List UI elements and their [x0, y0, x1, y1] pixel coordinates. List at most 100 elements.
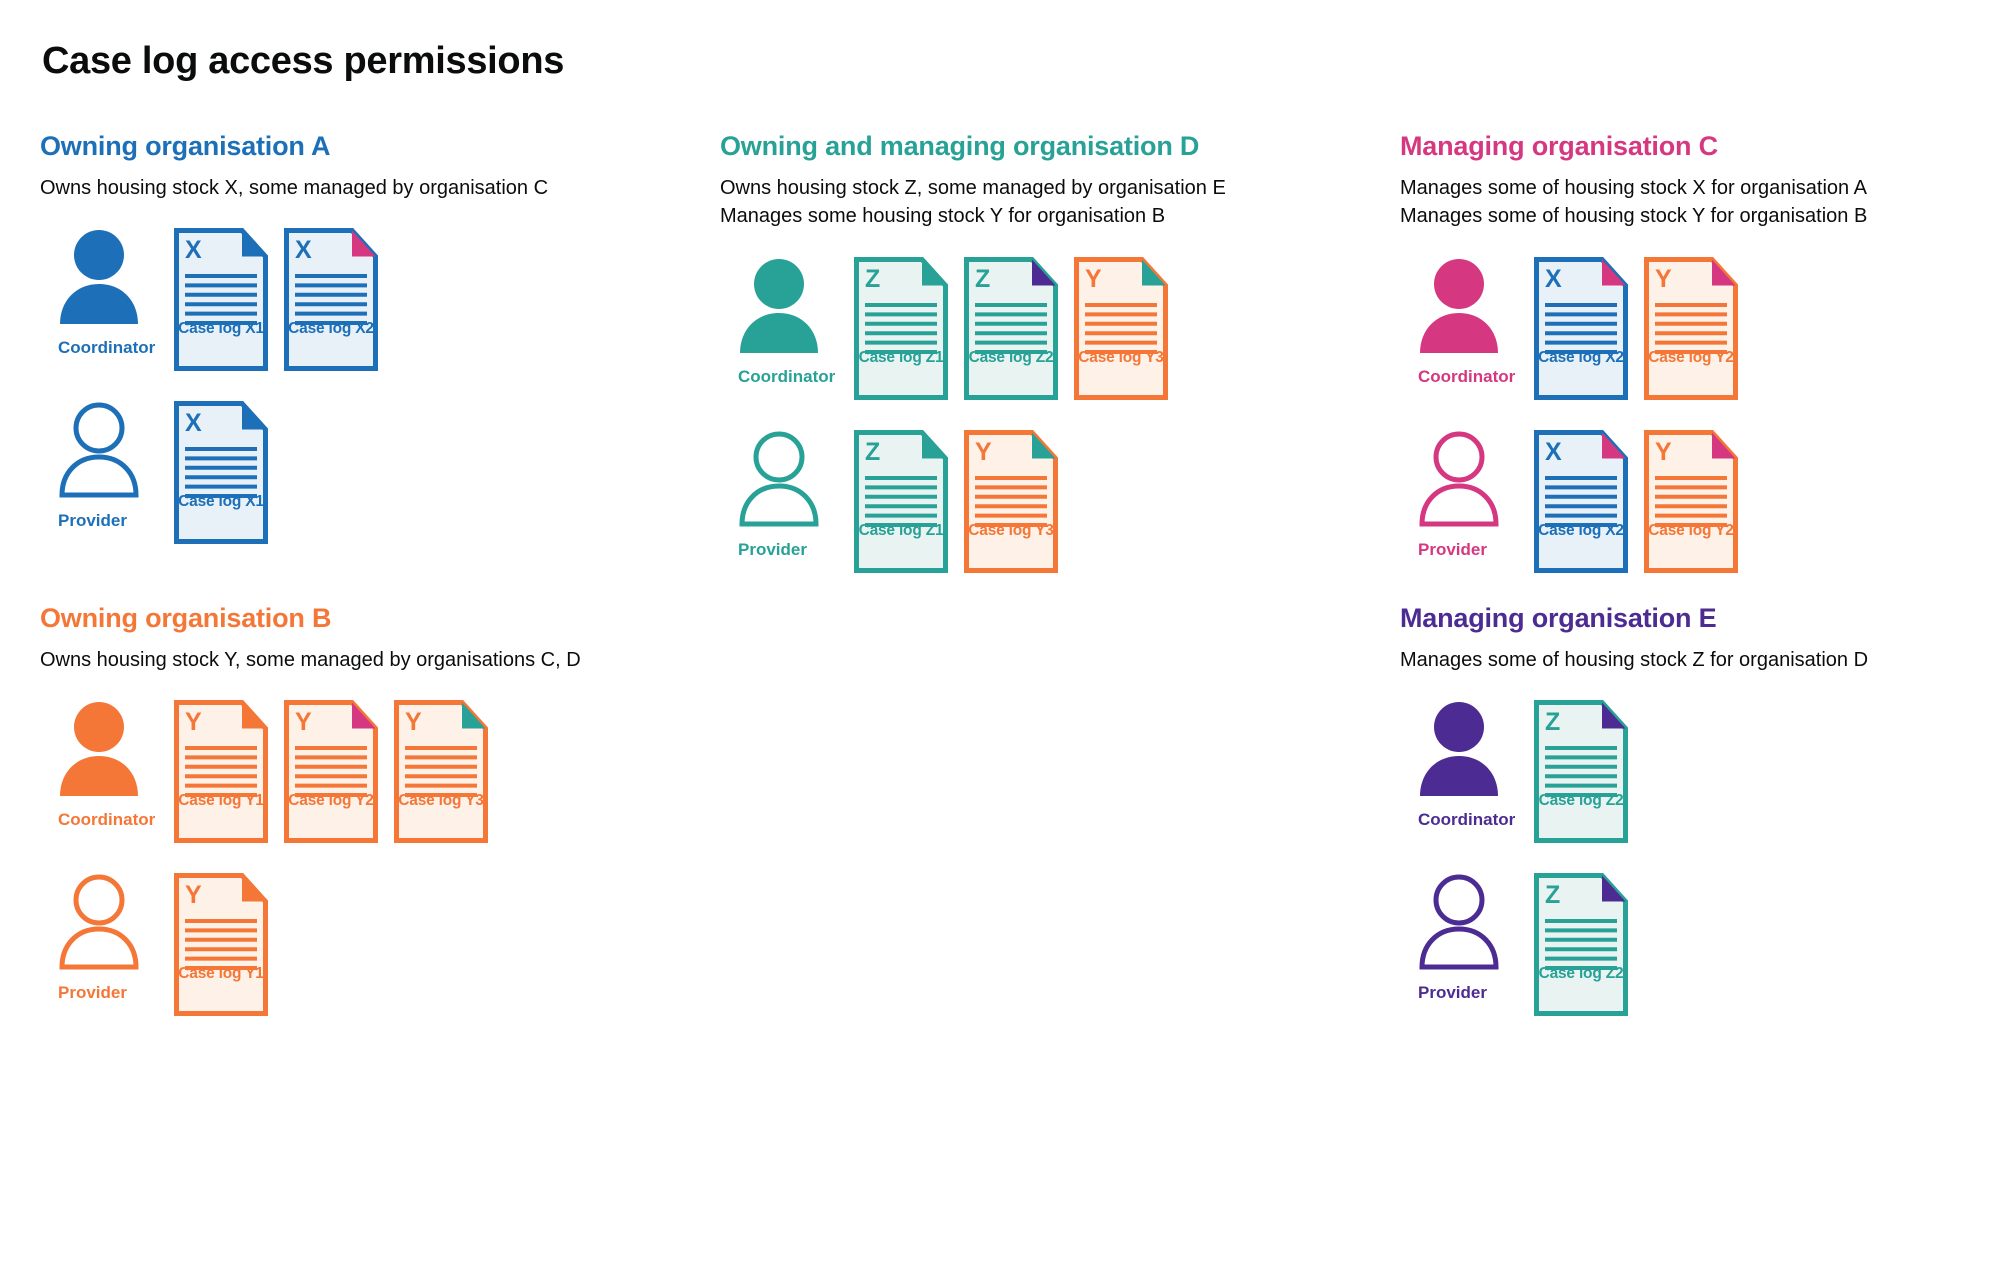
role-coordinator: Coordinator	[720, 257, 854, 387]
document-icon	[854, 429, 948, 573]
case-log-caption: Case log Z2	[1538, 792, 1624, 810]
case-log-card: X Case log X2	[284, 228, 378, 372]
document-icon	[1534, 873, 1628, 1017]
case-log-caption: Case log Y3	[1078, 348, 1164, 366]
stock-letter: Y	[1655, 264, 1672, 293]
person-outline-icon	[59, 874, 139, 970]
document-icon	[174, 873, 268, 1017]
case-log-card: Y Case log Y3	[394, 700, 488, 844]
role-label: Coordinator	[738, 366, 836, 386]
description-line: Owns housing stock X, some managed by or…	[40, 177, 549, 199]
role-label: Coordinator	[58, 338, 156, 358]
case-log-caption: Case log Z1	[858, 521, 944, 539]
role-row-coordinator: Coordinator Z Case log Z2	[1400, 700, 2000, 844]
case-log-list: Z Case log Z1 Y Case log Y3	[854, 429, 1058, 573]
case-log-list: Y Case log Y1 Y Case log Y2 Y Case log Y3	[174, 700, 488, 844]
role-row-coordinator: Coordinator Y Case log Y1 Y Case log Y2 Y Case…	[40, 700, 720, 844]
organisation-grid: Owning organisation A Owns housing stock …	[40, 131, 1960, 1046]
case-log-card: Y Case log Y2	[1644, 256, 1738, 400]
panel-heading: Managing organisation E	[1400, 602, 1717, 633]
case-log-list: Z Case log Z2	[1534, 873, 1628, 1017]
role-provider: Provider	[40, 873, 174, 1003]
description-line: Owns housing stock Y, some managed by or…	[40, 648, 581, 671]
stock-letter: Z	[1545, 881, 1561, 910]
document-icon	[1534, 256, 1628, 400]
stock-letter: Z	[865, 437, 881, 466]
person-filled-icon	[60, 702, 138, 797]
description-line: Manages some of housing stock X for orga…	[1400, 177, 1867, 199]
role-row-provider: Provider X Case log X1	[40, 401, 720, 545]
case-log-caption: Case log Z1	[858, 348, 944, 366]
role-row-provider: Provider Z Case log Z2	[1400, 873, 2000, 1017]
stock-letter: Y	[295, 708, 312, 737]
stock-letter: X	[185, 409, 202, 438]
stock-letter: Z	[975, 264, 991, 293]
person-filled-icon	[1420, 702, 1498, 797]
stock-letter: X	[295, 236, 312, 265]
role-label: Coordinator	[58, 810, 156, 830]
case-log-caption: Case log X2	[1538, 348, 1624, 366]
case-log-list: X Case log X1 X Case log X2	[174, 228, 378, 372]
case-log-list: Z Case log Z2	[1534, 700, 1628, 844]
role-coordinator: Coordinator	[1400, 700, 1534, 830]
case-log-card: Y Case log Y3	[1074, 256, 1168, 400]
role-row-coordinator: Coordinator Z Case log Z1 Z Case log Z2 Y Case…	[720, 256, 1400, 400]
panel-heading: Owning and managing organisation D	[720, 131, 1200, 161]
panel-org-d: Owning and managing organisation D Owns h…	[720, 131, 1400, 603]
role-label: Coordinator	[1418, 810, 1516, 830]
case-log-card: Y Case log Y3	[964, 429, 1058, 573]
document-icon	[174, 228, 268, 372]
panel-org-b: Owning organisation B Owns housing stock …	[40, 603, 720, 1046]
panel-org-e: Managing organisation E Manages some of h…	[1400, 603, 2000, 1046]
role-row-provider: Provider Z Case log Z1 Y Case log Y3	[720, 429, 1400, 573]
panel-heading: Owning organisation B	[40, 602, 332, 633]
document-icon	[284, 700, 378, 844]
case-log-card: X Case log X2	[1534, 429, 1628, 573]
panel-org-c: Managing organisation C Manages some of h…	[1400, 131, 2000, 603]
role-rows: Coordinator Z Case log Z1 Z Case log Z2 Y Case…	[720, 256, 1400, 573]
case-log-list: X Case log X1	[174, 401, 268, 545]
case-log-card: Y Case log Y2	[1644, 429, 1738, 573]
description-line: Manages some of housing stock Z for orga…	[1400, 648, 1869, 671]
stock-letter: Z	[1545, 708, 1561, 737]
document-icon	[1644, 429, 1738, 573]
case-log-caption: Case log X1	[178, 493, 264, 511]
case-log-caption: Case log X1	[178, 320, 264, 338]
case-log-card: Z Case log Z1	[854, 256, 948, 400]
panel-heading: Owning organisation A	[40, 131, 331, 161]
stock-letter: X	[1545, 437, 1562, 466]
role-label: Provider	[738, 539, 807, 559]
role-row-provider: Provider X Case log X2 Y Case log Y2	[1400, 429, 2000, 573]
case-log-caption: Case log Y2	[1648, 348, 1734, 366]
case-log-list: X Case log X2 Y Case log Y2	[1534, 256, 1738, 400]
case-log-list: Y Case log Y1	[174, 873, 268, 1017]
case-log-caption: Case log Z2	[1538, 965, 1624, 983]
role-rows: Coordinator X Case log X2 Y Case log Y2 Provi…	[1400, 256, 2000, 573]
document-icon	[174, 700, 268, 844]
document-icon	[1074, 256, 1168, 400]
page-title: Case log access permissions	[42, 40, 565, 82]
role-label: Provider	[58, 983, 127, 1003]
case-log-caption: Case log Y1	[178, 965, 264, 983]
document-icon	[174, 401, 268, 545]
panel-heading: Managing organisation C	[1400, 131, 1718, 161]
description-line: Owns housing stock Z, some managed by or…	[720, 177, 1226, 199]
description-line: Manages some housing stock Y for organis…	[720, 205, 1166, 228]
role-label: Provider	[1418, 983, 1487, 1003]
document-icon	[964, 429, 1058, 573]
person-filled-icon	[60, 230, 138, 325]
person-outline-icon	[59, 402, 139, 498]
role-label: Provider	[1418, 539, 1487, 559]
case-log-card: Z Case log Z2	[1534, 873, 1628, 1017]
panel-org-a: Owning organisation A Owns housing stock …	[40, 131, 720, 603]
case-log-list: Z Case log Z1 Z Case log Z2 Y Case log Y3	[854, 256, 1168, 400]
person-outline-icon	[1419, 431, 1499, 527]
role-rows: Coordinator X Case log X1 X Case log X2 Provi…	[40, 228, 720, 545]
case-log-card: X Case log X2	[1534, 256, 1628, 400]
role-coordinator: Coordinator	[1400, 257, 1534, 387]
person-outline-icon	[1419, 874, 1499, 970]
document-icon	[394, 700, 488, 844]
stock-letter: Z	[865, 264, 881, 293]
description-line: Manages some of housing stock Y for orga…	[1400, 205, 1868, 228]
role-row-coordinator: Coordinator X Case log X2 Y Case log Y2	[1400, 256, 2000, 400]
